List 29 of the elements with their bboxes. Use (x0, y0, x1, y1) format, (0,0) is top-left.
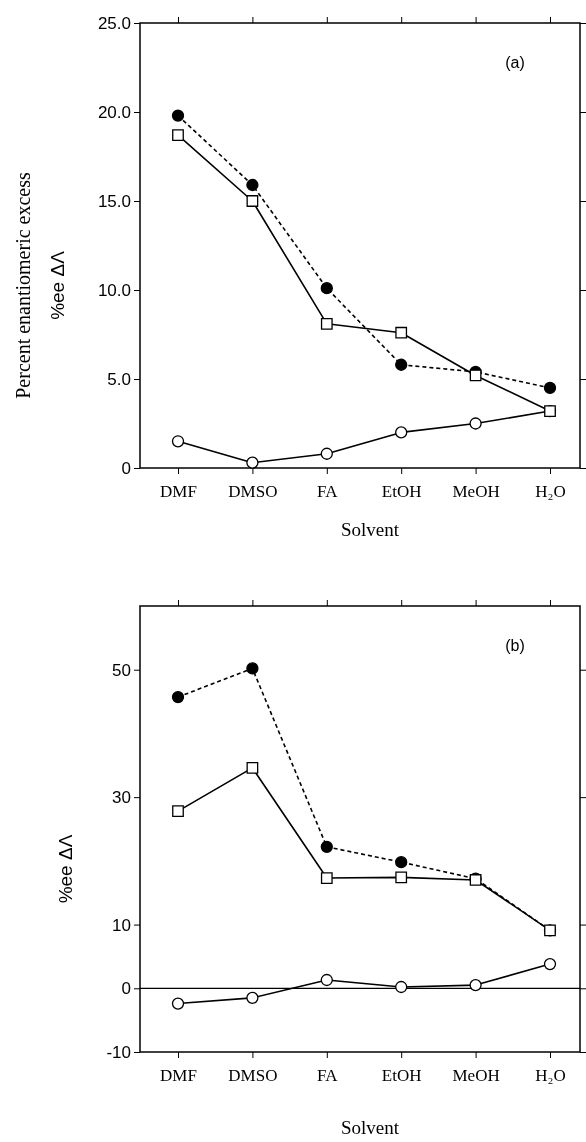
x-tick-label: H₂O (535, 1066, 566, 1086)
y-tick-label: 0 (121, 979, 131, 999)
y-tick-label: 20.0 (97, 102, 131, 122)
y-tick-label: 25.0 (97, 13, 131, 33)
y-tick-label: 15.0 (97, 191, 131, 211)
y-tick-label: 0 (121, 458, 131, 478)
y-tick-label: 10 (112, 915, 131, 935)
x-tick-label: FA (317, 1066, 339, 1086)
x-tick-label: DMF (160, 482, 197, 502)
x-tick-label: EtOH (381, 482, 422, 502)
x-tick-label: DMSO (228, 1066, 278, 1086)
y-axis-title: Percent enantiomeric excess %ee ΔΛ (12, 172, 68, 399)
x-tick-label: DMSO (228, 482, 278, 502)
x-axis-title: Solvent (340, 1117, 400, 1138)
y-axis-title: %ee ΔΛ (55, 834, 76, 904)
x-tick-label: MeOH (452, 482, 500, 502)
annotation: (a) (505, 54, 525, 71)
x-tick-label: EtOH (381, 1066, 422, 1086)
x-tick-label: DMF (160, 1066, 197, 1086)
annotation: (b) (505, 637, 525, 654)
x-tick-label: MeOH (452, 1066, 500, 1086)
x-tick-label: FA (317, 482, 339, 502)
x-tick-label: H₂O (535, 482, 566, 502)
y-tick-label: 5.0 (107, 369, 131, 389)
y-tick-label: -10 (106, 1042, 131, 1062)
y-tick-label: 10.0 (97, 280, 131, 300)
y-tick-label: 30 (112, 788, 131, 808)
y-tick-label: 50 (112, 660, 131, 680)
x-axis-title: Solvent (340, 519, 400, 540)
